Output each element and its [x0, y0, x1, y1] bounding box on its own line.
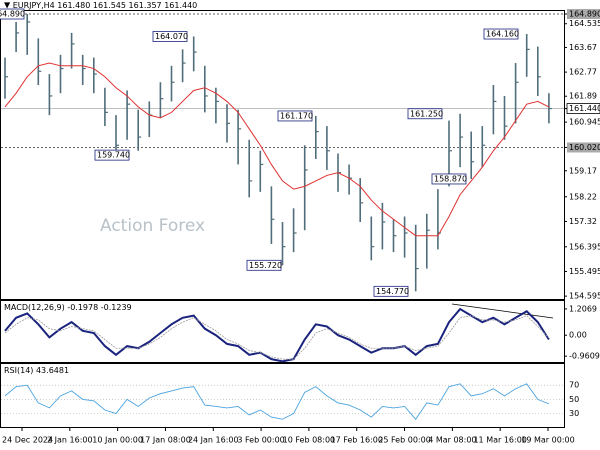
annotation-label: 164.160 — [486, 30, 519, 39]
rsi-value: 43.6481 — [36, 366, 69, 375]
macd-label: MACD(12,26,9) — [4, 303, 65, 312]
x-tick-label: 11 Mar 16:00 — [473, 436, 526, 445]
macd-value: -0.1239 — [101, 303, 132, 312]
annotation-label: 164.890 — [0, 10, 25, 19]
annotation-box — [407, 108, 443, 120]
annotation-label: 164.070 — [155, 32, 188, 41]
x-tick-label: 19 Mar 00:00 — [521, 436, 574, 445]
rsi-frame — [0, 363, 565, 428]
y-tick-label: 30 — [569, 409, 579, 418]
y-tick-label: 156.395 — [569, 242, 600, 251]
y-tick-label: -0.9609 — [569, 352, 600, 361]
annotation-label: 155.720 — [249, 261, 282, 270]
y-tick-label: 164.890 — [569, 10, 600, 19]
y-tick-label: 157.32 — [569, 217, 597, 226]
macd-value: -0.1978 — [67, 303, 98, 312]
x-tick-label: 4 Mar 08:00 — [428, 436, 476, 445]
annotation-label: 158.870 — [434, 174, 467, 183]
x-tick-label: 10 Jan 00:00 — [92, 436, 143, 445]
main-frame — [0, 10, 565, 300]
quote: 161.545 — [93, 1, 126, 10]
y-tick-label: 158.22 — [569, 192, 597, 201]
x-tick-label: 17 Feb 16:00 — [330, 436, 382, 445]
x-tick-label: 3 Feb 00:00 — [237, 436, 284, 445]
annotation-box — [483, 28, 519, 40]
y-tick-label: 164.535 — [569, 19, 600, 28]
quote: 161.440 — [164, 1, 197, 10]
y-tick-label: 162.77 — [569, 68, 597, 77]
annotation-box — [246, 259, 282, 271]
level-tag — [567, 9, 600, 20]
x-tick-label: 17 Jan 08:00 — [140, 436, 191, 445]
level-tag — [567, 142, 600, 153]
macd-frame — [0, 300, 565, 363]
annotation-box — [373, 285, 409, 297]
y-tick-label: 154.595 — [569, 292, 600, 301]
y-tick-label: 161.440 — [569, 104, 600, 113]
x-tick-label: 10 Feb 08:00 — [283, 436, 335, 445]
annotation-label: 154.770 — [376, 287, 409, 296]
x-tick-label: 24 Jan 16:00 — [188, 436, 239, 445]
y-tick-label: 50 — [569, 395, 579, 404]
y-tick-label: 155.495 — [569, 267, 600, 276]
y-tick-label: 163.67 — [569, 43, 597, 52]
annotation-label: 161.250 — [410, 109, 443, 118]
annotation-box — [431, 173, 467, 185]
x-tick-label: 24 Dec 2024 — [2, 436, 53, 445]
y-tick-label: 161.89 — [569, 92, 597, 101]
y-tick-label: 1.2069 — [569, 304, 597, 313]
quote: 161.480 — [57, 1, 90, 10]
annotation-label: 159.740 — [97, 151, 130, 160]
y-tick-label: 70 — [569, 381, 579, 390]
y-tick-label: 0.00 — [569, 331, 587, 340]
rsi-label: RSI(14) — [4, 366, 33, 375]
macd-line — [4, 307, 550, 363]
quote: 161.357 — [129, 1, 162, 10]
annotation-box — [0, 8, 25, 20]
x-tick-label: 2 Jan 16:00 — [47, 436, 93, 445]
rsi-line — [4, 383, 550, 420]
moving-average — [4, 62, 550, 237]
signal-line — [4, 315, 550, 360]
annotation-box — [277, 110, 313, 122]
y-tick-label: 160.020 — [569, 143, 600, 152]
rsi-header: RSI(14) 43.6481 — [4, 366, 69, 375]
annotation-box — [152, 31, 188, 42]
y-tick-label: 160.945 — [569, 118, 600, 127]
y-tick-label: 159.17 — [569, 166, 597, 175]
watermark: Action Forex — [100, 216, 205, 236]
annotation-box — [94, 149, 130, 161]
x-tick-label: 25 Feb 00:00 — [378, 436, 430, 445]
annotation-label: 161.170 — [280, 111, 313, 120]
header: ▼ EURJPY,H4 161.480 161.545 161.357 161.… — [4, 1, 197, 10]
divergence-line — [451, 303, 554, 319]
symbol: EURJPY,H4 — [13, 1, 55, 10]
macd-header: MACD(12,26,9) -0.1978 -0.1239 — [4, 303, 132, 312]
price-tag — [566, 103, 600, 114]
